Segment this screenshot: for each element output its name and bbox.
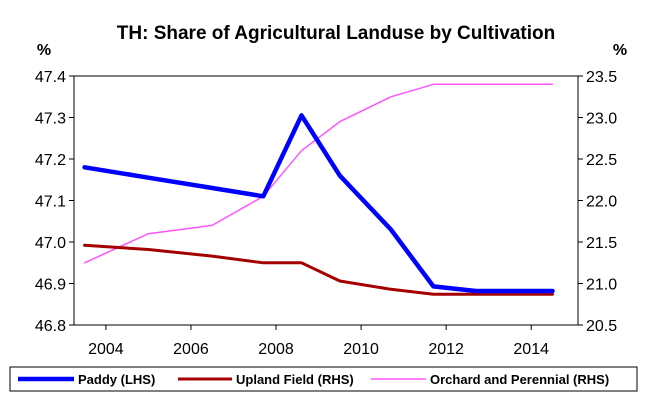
right-tick-label: 21.0	[586, 277, 617, 294]
series-line-0	[82, 113, 555, 294]
x-tick-label: 2010	[343, 341, 379, 358]
right-axis: 20.5 21.0 21.5 22.0 22.5 23.0 23.5	[578, 69, 617, 335]
right-tick-label: 23.0	[586, 111, 617, 128]
legend-label: Paddy (LHS)	[78, 372, 155, 387]
legend-box	[9, 366, 638, 392]
right-tick-label: 22.5	[586, 152, 617, 169]
legend-label: Upland Field (RHS)	[236, 372, 354, 387]
left-tick-label: 47.1	[35, 194, 66, 211]
right-tick-label: 21.5	[586, 235, 617, 252]
right-tick-label: 22.0	[586, 194, 617, 211]
left-tick-label: 46.9	[35, 277, 66, 294]
plot-area	[73, 75, 579, 326]
chart-title: TH: Share of Agricultural Landuse by Cul…	[117, 23, 555, 44]
left-axis-unit: %	[37, 42, 51, 59]
x-tick-label: 2008	[258, 341, 294, 358]
right-axis-unit: %	[613, 42, 627, 59]
x-tick-label: 2004	[88, 341, 124, 358]
x-tick-label: 2006	[173, 341, 209, 358]
series-line-2	[83, 83, 554, 264]
series-layer	[82, 83, 555, 296]
left-axis: 46.8 46.9 47.0 47.1 47.2 47.3 47.4	[35, 69, 74, 335]
right-tick-label: 23.5	[586, 69, 617, 86]
left-tick-label: 47.0	[35, 235, 66, 252]
left-tick-label: 47.3	[35, 111, 66, 128]
left-tick-label: 46.8	[35, 318, 66, 335]
x-tick-label: 2014	[513, 341, 549, 358]
legend: Paddy (LHS) Upland Field (RHS) Orchard and…	[18, 372, 609, 387]
series-line-1	[83, 243, 554, 296]
x-axis: 2004 2006 2008 2010 2012 2014	[88, 325, 549, 358]
legend-label: Orchard and Perennial (RHS)	[430, 372, 609, 387]
left-tick-label: 47.2	[35, 152, 66, 169]
right-tick-label: 20.5	[586, 318, 617, 335]
x-tick-label: 2012	[428, 341, 464, 358]
left-tick-label: 47.4	[35, 69, 66, 86]
